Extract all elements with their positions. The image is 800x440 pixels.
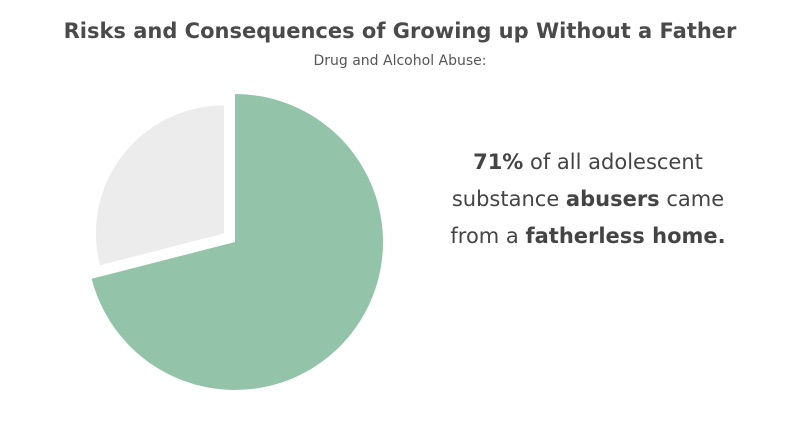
annotation-bold: 71% bbox=[473, 150, 523, 174]
annotation-line: from a fatherless home. bbox=[450, 224, 725, 248]
annotation-line: 71% of all adolescent bbox=[473, 150, 703, 174]
pie-slice bbox=[95, 105, 224, 266]
annotation-text: substance bbox=[452, 187, 566, 211]
pie-slice bbox=[91, 94, 383, 391]
annotation-text: of all adolescent bbox=[523, 150, 703, 174]
annotation-line: substance abusers came bbox=[452, 187, 724, 211]
annotation-text: from a bbox=[450, 224, 525, 248]
annotation-bold: fatherless home. bbox=[525, 224, 725, 248]
chart-subtitle: Drug and Alcohol Abuse: bbox=[313, 53, 486, 69]
chart-title: Risks and Consequences of Growing up Wit… bbox=[64, 19, 737, 43]
annotation-text: came bbox=[660, 187, 724, 211]
annotation-bold: abusers bbox=[566, 187, 660, 211]
